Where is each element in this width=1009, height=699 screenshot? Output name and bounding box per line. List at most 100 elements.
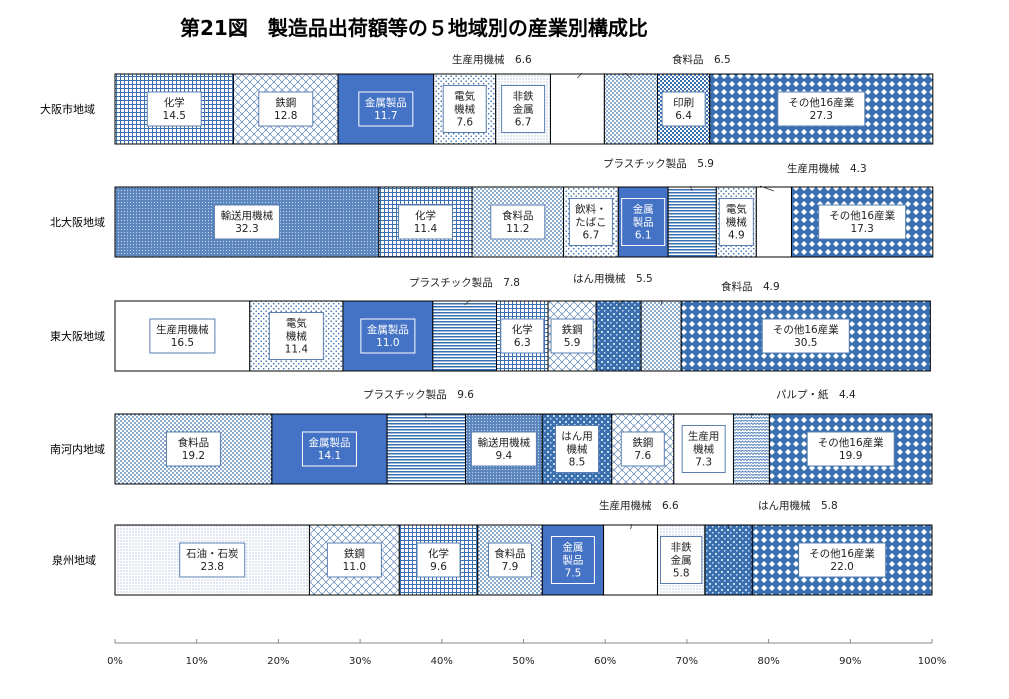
segment-value: 30.5	[794, 337, 817, 349]
segment-label: 食料品	[178, 436, 210, 449]
segment-label-box	[488, 542, 533, 578]
segment-label-box	[179, 542, 246, 578]
x-tick-label: 60%	[594, 656, 616, 667]
callout-leader	[759, 185, 775, 192]
segment-label: 金属	[671, 554, 692, 567]
segment-label: 金属製品	[308, 436, 350, 449]
callout-leader	[464, 299, 471, 306]
callout-label: プラスチック製品 5.9	[603, 157, 714, 170]
segment-label: 電気	[454, 90, 475, 103]
segment-label: 金属	[562, 541, 583, 554]
segment-label: 機械	[567, 443, 588, 456]
segment-label: 非鉄	[513, 90, 534, 103]
segment-value: 7.5	[565, 568, 582, 580]
segment-label: はん用	[561, 431, 593, 443]
segment-label: 化学	[428, 547, 449, 560]
segment-value: 32.3	[235, 223, 258, 235]
x-tick-label: 80%	[757, 656, 779, 667]
segment-label: その他16産業	[788, 96, 854, 109]
segment-label: 鉄鋼	[632, 436, 653, 449]
segment-label-box	[681, 425, 726, 473]
segment-label-box	[149, 318, 216, 354]
callouts-group: 生産用機械 6.6 食料品 6.5 プラスチック製品 5.9 生産用機械 4.3 プラス…	[363, 53, 867, 530]
segment-label-box	[798, 542, 887, 578]
segment-label: その他16産業	[809, 547, 875, 560]
segment-label: 製品	[633, 216, 654, 229]
region-label: 泉州地域	[52, 553, 96, 567]
segment-value: 9.4	[496, 450, 513, 462]
segment-label-box	[301, 431, 357, 467]
segment-label-box	[397, 204, 453, 240]
segment-value: 16.5	[171, 337, 194, 349]
bar-segment	[432, 300, 498, 372]
callout-label: 食料品 6.5	[672, 53, 731, 66]
segment-label-box	[621, 198, 666, 246]
region-label: 北大阪地域	[50, 215, 105, 229]
segment-label: 鉄鋼	[344, 547, 365, 560]
segment-label: 機械	[693, 443, 714, 456]
segment-value: 11.2	[506, 223, 529, 235]
callout-leader	[751, 412, 753, 419]
segment-value: 27.3	[810, 110, 833, 122]
segment-value: 7.6	[456, 117, 473, 129]
segment-label: 化学	[512, 323, 533, 336]
bar-segment	[386, 413, 466, 485]
segment-label: 金属製品	[365, 96, 407, 109]
segment-label-box	[718, 198, 754, 246]
segment-value: 11.4	[285, 344, 309, 356]
x-tick-label: 100%	[918, 656, 947, 667]
x-tick-label: 90%	[839, 656, 861, 667]
x-tick-label: 40%	[431, 656, 453, 667]
segment-value: 7.6	[634, 450, 651, 462]
region-label: 大阪市地域	[40, 102, 95, 116]
callout-label: はん用機械 5.8	[758, 499, 838, 512]
segment-label-box	[258, 91, 314, 127]
segment-value: 6.7	[515, 117, 532, 129]
segment-label-box	[442, 85, 487, 133]
segment-label: 輸送用機械	[221, 209, 274, 222]
segment-label-box	[555, 425, 600, 473]
callout-leader	[660, 299, 663, 306]
x-tick-label: 70%	[676, 656, 698, 667]
segment-label: 輸送用機械	[478, 436, 531, 449]
segment-label-box	[360, 318, 416, 354]
callout-leader	[618, 299, 624, 306]
segment-label: 金属	[513, 103, 534, 116]
segment-label: 食料品	[502, 209, 534, 222]
segment-label: 生産用機械	[156, 323, 209, 336]
segment-label: 鉄鋼	[562, 323, 583, 336]
segment-label: 鉄鋼	[275, 96, 296, 109]
x-tick-label: 30%	[349, 656, 371, 667]
x-tick-label: 10%	[186, 656, 208, 667]
segment-label-box	[501, 85, 546, 133]
segment-label-box	[500, 318, 545, 354]
segment-label: 非鉄	[671, 541, 692, 554]
segment-value: 6.1	[635, 230, 652, 242]
segment-label-box	[165, 431, 221, 467]
segment-label-box	[268, 312, 324, 360]
segment-label: その他16産業	[829, 209, 895, 222]
callout-label: プラスチック製品 9.6	[363, 388, 474, 401]
segment-label-box	[213, 204, 280, 240]
bar-segment	[603, 73, 658, 145]
segment-value: 11.4	[414, 223, 438, 235]
segment-label-box	[550, 536, 595, 584]
segment-value: 6.4	[675, 110, 692, 122]
bar-segment	[603, 524, 658, 596]
segment-label-box	[620, 431, 665, 467]
segment-value: 7.3	[695, 457, 712, 469]
segment-label-box	[416, 542, 461, 578]
bar-segment	[732, 413, 770, 485]
segment-label-box	[568, 198, 613, 246]
segment-label: 金属製品	[367, 323, 409, 336]
segment-label: 機械	[286, 330, 307, 343]
segment-label: 化学	[164, 96, 185, 109]
region-label: 東大阪地域	[50, 329, 105, 343]
segment-label-box	[550, 318, 594, 354]
segment-label-box	[818, 204, 907, 240]
segment-value: 22.0	[830, 561, 853, 573]
callout-label: パルプ・紙 4.4	[776, 388, 856, 401]
x-axis: 0% 10% 20% 30% 40% 50% 60% 70% 80% 90% 100%	[107, 639, 946, 667]
segment-label-box	[146, 91, 202, 127]
